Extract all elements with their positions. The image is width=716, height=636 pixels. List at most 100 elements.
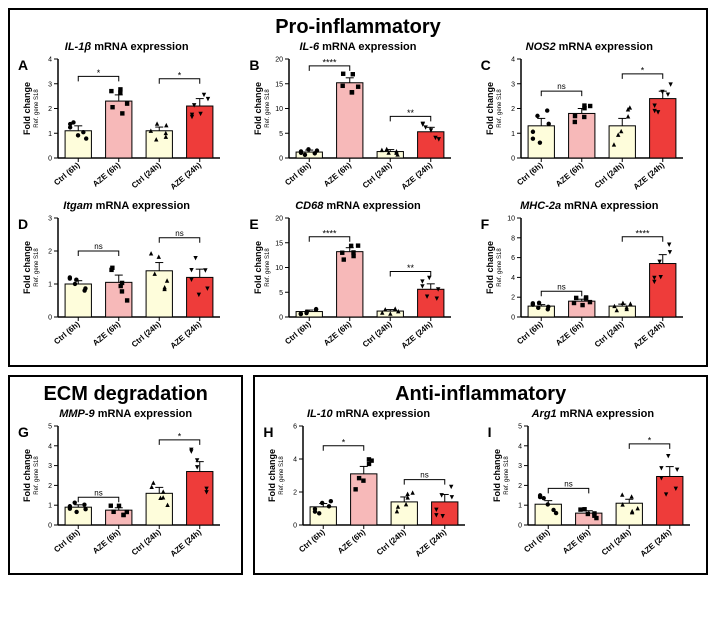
chart-svg: 0123Fold changeRef. gene S18Ctrl (6h)AZE… [16, 214, 226, 359]
svg-text:ns: ns [94, 488, 102, 497]
svg-text:2: 2 [293, 490, 297, 497]
panel-D: Itgam mRNA expressionD0123Fold changeRef… [16, 200, 237, 359]
svg-text:*: * [647, 435, 651, 445]
panel-G: MMP-9 mRNA expressionG012345Fold changeR… [16, 408, 235, 567]
svg-text:0: 0 [511, 156, 515, 163]
chart-svg: 05101520Fold changeRef. gene S18Ctrl (6h… [247, 55, 457, 200]
svg-text:Ref. gene S18: Ref. gene S18 [34, 89, 40, 128]
svg-text:3: 3 [511, 81, 515, 88]
svg-text:2: 2 [518, 483, 522, 490]
svg-text:Fold change: Fold change [492, 449, 502, 502]
svg-text:AZE (6h): AZE (6h) [91, 319, 122, 347]
svg-text:****: **** [323, 228, 338, 238]
svg-text:Ref. gene S18: Ref. gene S18 [265, 248, 271, 287]
svg-text:Ref. gene S18: Ref. gene S18 [34, 456, 40, 495]
svg-text:ns: ns [557, 82, 565, 91]
svg-text:2: 2 [48, 249, 52, 256]
svg-text:*: * [97, 68, 101, 78]
svg-text:20: 20 [276, 216, 284, 223]
panel-letter: F [481, 216, 490, 232]
svg-text:Ctrl (6h): Ctrl (6h) [52, 160, 82, 187]
svg-text:Ctrl (6h): Ctrl (6h) [522, 527, 552, 554]
svg-text:0: 0 [511, 315, 515, 322]
svg-text:2: 2 [511, 295, 515, 302]
svg-text:AZE (6h): AZE (6h) [91, 160, 122, 188]
panel-title: Arg1 mRNA expression [486, 408, 700, 420]
panel-letter: I [488, 424, 492, 440]
panel-letter: D [18, 216, 28, 232]
svg-text:AZE (6h): AZE (6h) [561, 527, 592, 555]
svg-text:6: 6 [293, 424, 297, 431]
svg-text:10: 10 [276, 265, 284, 272]
svg-text:****: **** [635, 228, 650, 238]
panel-letter: A [18, 57, 28, 73]
svg-text:Ctrl (24h): Ctrl (24h) [375, 527, 408, 557]
svg-text:4: 4 [293, 457, 297, 464]
panel-title: MHC-2a mRNA expression [479, 200, 700, 212]
svg-text:ns: ns [94, 242, 102, 251]
svg-text:4: 4 [511, 57, 515, 64]
svg-text:10: 10 [507, 216, 515, 223]
svg-text:Ctrl (6h): Ctrl (6h) [284, 160, 314, 187]
panel-title: IL-10 mRNA expression [261, 408, 475, 420]
svg-text:4: 4 [518, 443, 522, 450]
section-pro: Pro-inflammatory IL-1β mRNA expressionA0… [8, 8, 708, 367]
panel-F: MHC-2a mRNA expressionF0246810Fold chang… [479, 200, 700, 359]
svg-text:20: 20 [276, 57, 284, 64]
svg-text:0: 0 [293, 523, 297, 530]
svg-text:**: ** [407, 108, 415, 118]
panel-title: NOS2 mRNA expression [479, 41, 700, 53]
svg-text:*: * [342, 437, 346, 447]
svg-text:2: 2 [48, 106, 52, 113]
svg-text:Ref. gene S18: Ref. gene S18 [34, 248, 40, 287]
svg-text:1: 1 [511, 131, 515, 138]
svg-text:3: 3 [48, 463, 52, 470]
svg-text:Ref. gene S18: Ref. gene S18 [279, 456, 285, 495]
svg-text:Ctrl (6h): Ctrl (6h) [298, 527, 328, 554]
ecm-row: MMP-9 mRNA expressionG012345Fold changeR… [16, 408, 235, 567]
svg-text:AZE (24h): AZE (24h) [400, 160, 435, 191]
svg-text:*: * [178, 70, 182, 80]
section-ecm-title: ECM degradation [16, 383, 235, 406]
panel-title: MMP-9 mRNA expression [16, 408, 235, 420]
svg-text:AZE (24h): AZE (24h) [169, 319, 204, 350]
panel-title: Itgam mRNA expression [16, 200, 237, 212]
panel-title: IL-6 mRNA expression [247, 41, 468, 53]
svg-text:AZE (24h): AZE (24h) [169, 160, 204, 191]
svg-text:2: 2 [511, 106, 515, 113]
svg-text:1: 1 [48, 282, 52, 289]
svg-text:Ref. gene S18: Ref. gene S18 [497, 89, 503, 128]
svg-text:AZE (24h): AZE (24h) [631, 160, 666, 191]
panel-C: NOS2 mRNA expressionC01234Fold changeRef… [479, 41, 700, 200]
panel-I: Arg1 mRNA expressionI012345Fold changeRe… [486, 408, 700, 567]
svg-text:0: 0 [48, 156, 52, 163]
svg-text:ns: ns [421, 471, 429, 480]
svg-text:Ctrl (24h): Ctrl (24h) [361, 160, 394, 190]
panel-H: IL-10 mRNA expressionH0246Fold changeRef… [261, 408, 475, 567]
panel-letter: B [249, 57, 259, 73]
pro-row-2: Itgam mRNA expressionD0123Fold changeRef… [16, 200, 700, 359]
section-pro-title: Pro-inflammatory [16, 16, 700, 39]
chart-svg: 0246Fold changeRef. gene S18Ctrl (6h)AZE… [261, 422, 471, 567]
svg-text:Fold change: Fold change [253, 241, 263, 294]
svg-text:Ctrl (6h): Ctrl (6h) [515, 319, 545, 346]
panel-letter: H [263, 424, 273, 440]
svg-text:Ctrl (24h): Ctrl (24h) [592, 319, 625, 349]
chart-svg: 012345Fold changeRef. gene S18Ctrl (6h)A… [16, 422, 226, 567]
svg-text:ns: ns [175, 229, 183, 238]
panel-title: CD68 mRNA expression [247, 200, 468, 212]
svg-text:1: 1 [48, 131, 52, 138]
svg-text:Ctrl (24h): Ctrl (24h) [130, 160, 163, 190]
section-anti: Anti-inflammatory IL-10 mRNA expressionH… [253, 375, 708, 575]
svg-text:Fold change: Fold change [253, 82, 263, 135]
svg-text:AZE (24h): AZE (24h) [638, 527, 673, 558]
svg-text:0: 0 [279, 315, 283, 322]
chart-svg: 05101520Fold changeRef. gene S18Ctrl (6h… [247, 214, 457, 359]
svg-text:Fold change: Fold change [22, 82, 32, 135]
chart-svg: 01234Fold changeRef. gene S18Ctrl (6h)AZ… [16, 55, 226, 200]
svg-text:AZE (6h): AZE (6h) [91, 527, 122, 555]
panel-B: IL-6 mRNA expressionB05101520Fold change… [247, 41, 468, 200]
svg-text:8: 8 [511, 235, 515, 242]
chart-svg: 01234Fold changeRef. gene S18Ctrl (6h)AZ… [479, 55, 689, 200]
svg-text:Ctrl (6h): Ctrl (6h) [52, 319, 82, 346]
